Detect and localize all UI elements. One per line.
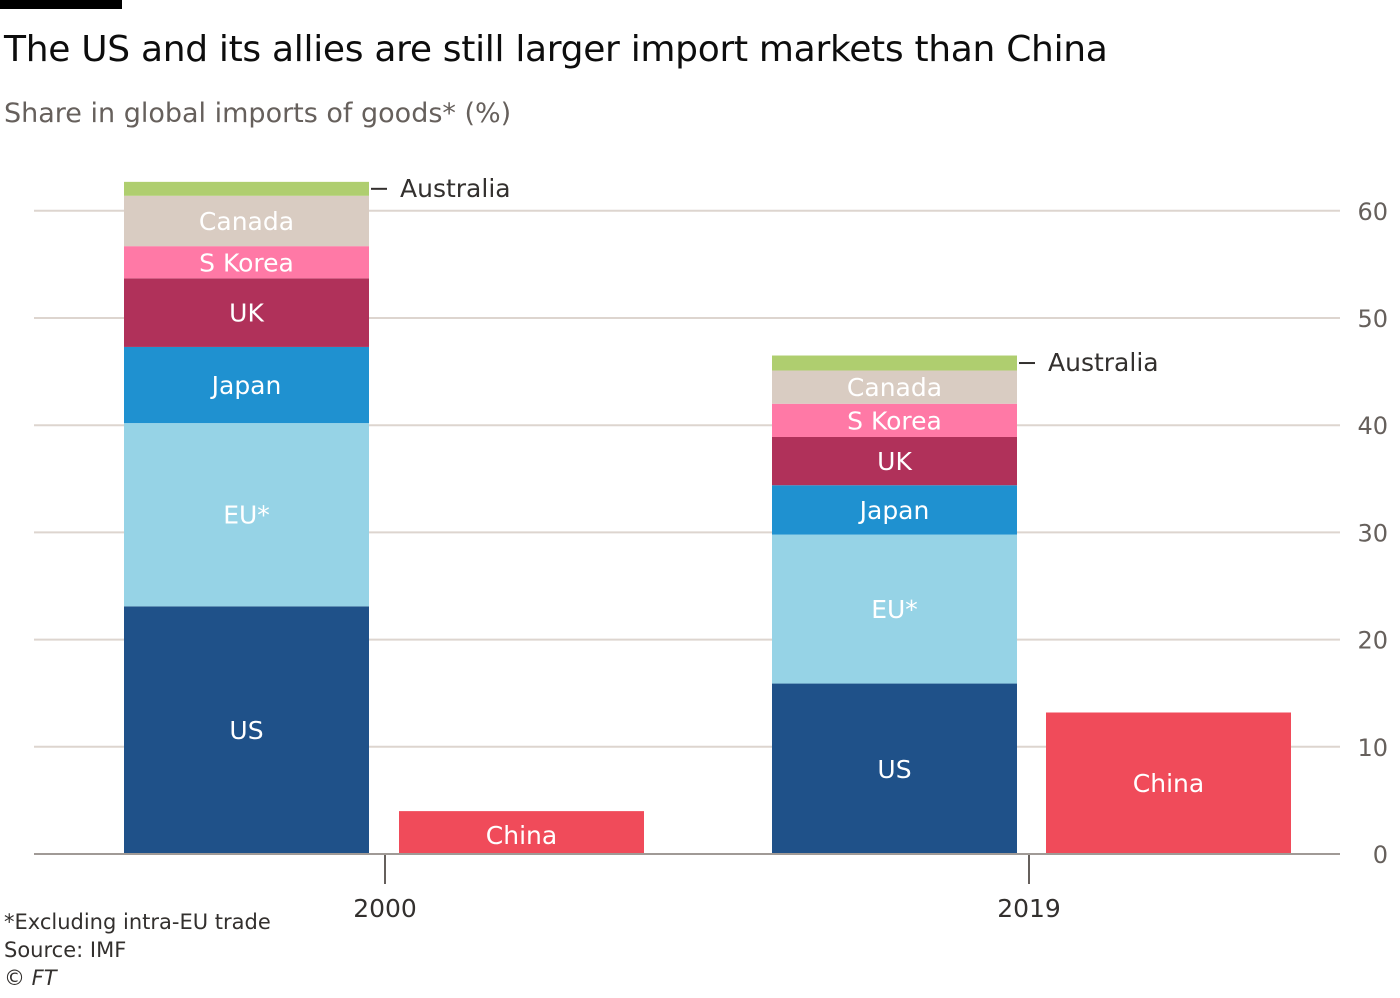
bar-label-2000-japan: Japan — [210, 371, 282, 400]
chart-title: The US and its allies are still larger i… — [4, 29, 1108, 70]
bar-label-2019-china: China — [1133, 769, 1204, 798]
bar-2019-uk — [772, 436, 1017, 486]
bar-2000-s-korea — [124, 246, 369, 279]
bar-2019-us — [772, 683, 1017, 854]
bar-2000-australia — [124, 181, 369, 196]
y-tick-label-20: 20 — [1357, 627, 1388, 655]
bar-2019-japan — [772, 485, 1017, 535]
bar-label-2000-s-korea: S Korea — [199, 248, 294, 277]
bar-2000-eu — [124, 423, 369, 607]
bar-label-2019-australia: Australia — [1048, 348, 1159, 377]
x-tick-label-2000: 2000 — [353, 894, 417, 923]
bar-2019-australia — [772, 355, 1017, 371]
chart-subtitle: Share in global imports of goods* (%) — [4, 98, 512, 129]
footnote: *Excluding intra-EU trade — [4, 910, 271, 934]
bar-label-2000-canada: Canada — [199, 207, 294, 236]
bar-2019-s-korea — [772, 403, 1017, 437]
bar-label-2000-eu: EU* — [223, 501, 270, 530]
bar-label-2019-uk: UK — [877, 447, 912, 476]
bar-labels: US EU* Japan UK S Korea Canada Australia China U… — [199, 174, 1204, 850]
bar-label-2019-canada: Canada — [847, 373, 942, 402]
axes: 10 20 30 40 50 60 0 2000 2019 — [34, 198, 1388, 923]
bar-2000-uk — [124, 278, 369, 347]
top-accent-bar — [0, 0, 122, 9]
copyright: © FT — [4, 966, 57, 990]
source-line: Source: IMF — [4, 938, 127, 962]
bar-2000-canada — [124, 195, 369, 247]
bars — [124, 181, 1291, 854]
bar-label-2019-eu: EU* — [871, 595, 918, 624]
bar-2019-china — [1046, 712, 1291, 854]
bar-label-2019-us: US — [877, 755, 911, 784]
bar-label-2019-s-korea: S Korea — [847, 406, 942, 435]
bar-label-2000-china: China — [486, 821, 557, 850]
bar-label-2019-japan: Japan — [858, 496, 930, 525]
y-tick-label-0: 0 — [1373, 841, 1388, 869]
bar-2000-china — [399, 811, 644, 854]
bar-label-2000-australia: Australia — [400, 174, 511, 203]
y-tick-label-10: 10 — [1357, 734, 1388, 762]
bar-2019-canada — [772, 370, 1017, 404]
y-tick-label-50: 50 — [1357, 305, 1388, 333]
y-tick-label-30: 30 — [1357, 519, 1388, 547]
y-tick-label-60: 60 — [1357, 198, 1388, 226]
bar-2000-japan — [124, 346, 369, 424]
y-tick-label-40: 40 — [1357, 412, 1388, 440]
bar-label-2000-uk: UK — [229, 299, 264, 328]
bar-2019-eu — [772, 534, 1017, 684]
chart-footer: *Excluding intra-EU trade Source: IMF © … — [4, 908, 271, 992]
bar-2000-us — [124, 606, 369, 854]
x-tick-label-2019: 2019 — [997, 894, 1061, 923]
bar-label-2000-us: US — [229, 716, 263, 745]
